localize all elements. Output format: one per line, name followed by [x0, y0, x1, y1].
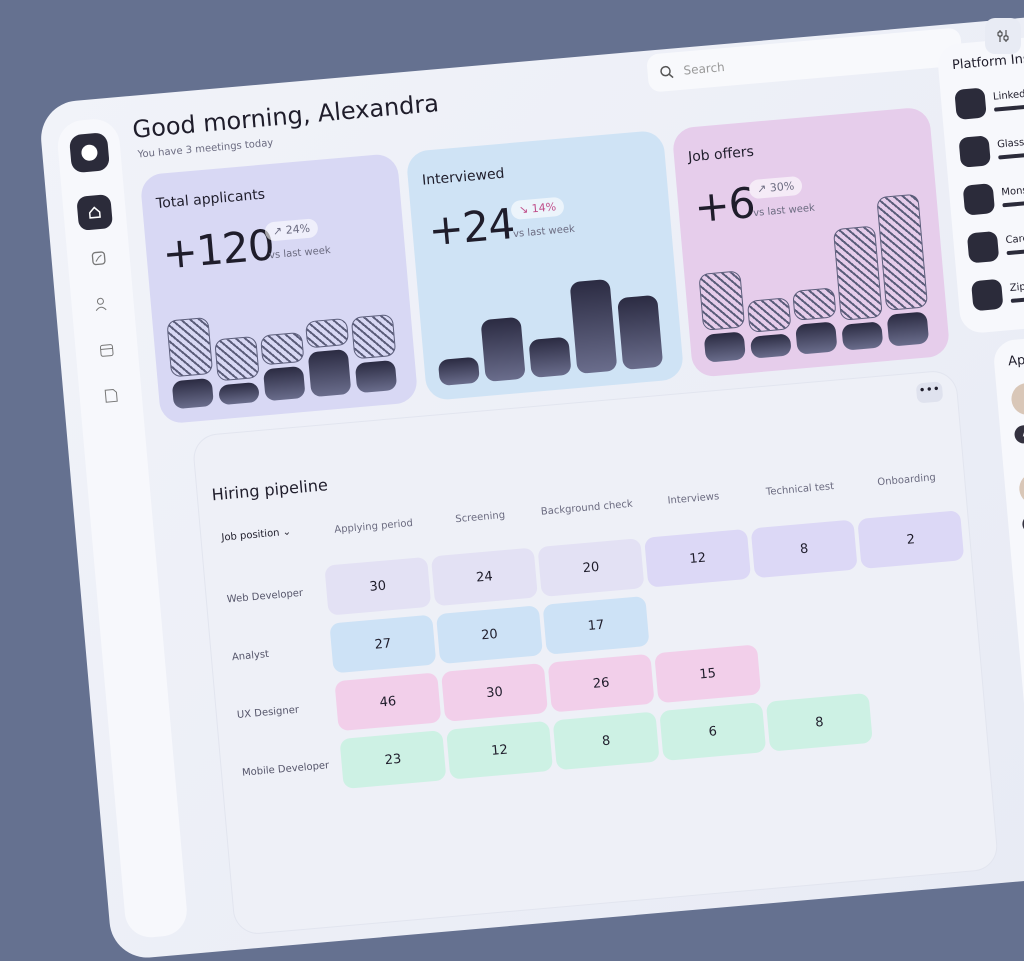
- card-change: ↗ 30%: [748, 175, 803, 200]
- platform-logo: [958, 135, 991, 168]
- platform-name: Careeb: [1005, 232, 1024, 247]
- card-title: Interviewed: [421, 165, 506, 189]
- change-text: 14%: [531, 200, 557, 216]
- card-title: Job offers: [687, 143, 755, 166]
- pipeline-title: Hiring pipeline: [210, 475, 329, 505]
- platform-info: LinkedIn: [992, 81, 1024, 112]
- row-label: Analyst: [231, 648, 270, 664]
- avatar: [1017, 471, 1024, 506]
- change-text: 24%: [285, 221, 311, 237]
- column-header: Interviews: [667, 491, 720, 507]
- pipeline-cell: 30: [441, 663, 549, 722]
- page: Good morning, Alexandra You have 3 meeti…: [38, 6, 1024, 961]
- platform-item: ZipRec: [971, 263, 1024, 312]
- column-header: Onboarding: [876, 472, 937, 489]
- pipeline-cell: 6: [659, 702, 767, 761]
- platform-name: Glassdoo: [996, 135, 1024, 151]
- pipeline-cell: 15: [654, 644, 762, 704]
- search-box[interactable]: Search: [646, 27, 964, 93]
- platform-logo: [954, 87, 987, 120]
- nav-stats[interactable]: [80, 240, 117, 277]
- row-label: Web Developer: [226, 587, 304, 606]
- pipeline-cell: 8: [750, 519, 858, 579]
- card-value: +24: [426, 199, 517, 256]
- search-placeholder: Search: [682, 60, 726, 78]
- sidebar: [55, 117, 189, 940]
- pipeline-cell: 23: [339, 730, 447, 789]
- settings-button[interactable]: [985, 18, 1021, 54]
- card-note: vs last week: [268, 245, 332, 262]
- pipeline-cell: 24: [430, 547, 538, 607]
- more-button[interactable]: •••: [915, 381, 944, 404]
- platform-logo: [962, 183, 996, 216]
- card-note: vs last week: [512, 223, 576, 241]
- card-change: ↘ 14%: [510, 196, 565, 221]
- nav-home[interactable]: [76, 194, 114, 231]
- card-value: +6: [692, 178, 757, 233]
- pipeline-cell: 2: [857, 510, 965, 569]
- pipeline-cell: 17: [542, 595, 650, 655]
- change-text: 30%: [769, 179, 795, 195]
- pipeline-cell: 30: [324, 556, 432, 616]
- filter-label: Job position: [221, 527, 280, 544]
- card: Interviewed +24 ↘ 14% vs last week: [405, 129, 685, 402]
- pipeline-cell: 20: [537, 538, 645, 597]
- pipeline-cell: 20: [435, 605, 543, 665]
- platform-name: ZipRec: [1009, 280, 1024, 294]
- pipeline-cell: 8: [765, 692, 873, 752]
- card-value: +120: [160, 220, 276, 279]
- nav-people[interactable]: [84, 286, 121, 323]
- column-header: Screening: [454, 509, 506, 526]
- platform-item: Careeb: [966, 215, 1024, 264]
- nav-notes[interactable]: [92, 377, 129, 414]
- platform-info: Glassdoo: [996, 129, 1024, 160]
- pipeline-cell: 46: [334, 672, 442, 732]
- platform-logo: [966, 230, 1000, 264]
- platform-name: Monster: [1000, 183, 1024, 199]
- platform-info: Careeb: [1005, 225, 1024, 256]
- platform-item: Glassdoo: [958, 120, 1024, 168]
- platform-info: Monster: [1000, 177, 1024, 208]
- applicants-panel: Applicants HubhubAnalystJojwUX DesigDeve…: [992, 324, 1024, 860]
- greeting: Good morning, Alexandra: [131, 89, 440, 144]
- row-label: Mobile Developer: [241, 760, 330, 779]
- platform-item: Monster: [962, 167, 1024, 216]
- filter-dropdown[interactable]: Job position ⌄: [221, 526, 292, 544]
- dashboard: Good morning, Alexandra You have 3 meeti…: [38, 6, 1024, 961]
- pipeline-cell: 12: [446, 720, 554, 780]
- platform-item: LinkedIn: [954, 72, 1024, 120]
- platform-name: LinkedIn: [992, 88, 1024, 103]
- nav-calendar[interactable]: [88, 332, 125, 369]
- applicant-tag: Analyst: [1013, 421, 1024, 445]
- platform-logo: [971, 278, 1004, 312]
- platform-info: ZipRec: [1009, 273, 1024, 303]
- card: Total applicants +120 ↗ 24% vs last week: [139, 152, 419, 425]
- card: Job offers +6 ↗ 30% vs last week: [671, 106, 951, 378]
- column-header: Technical test: [765, 481, 835, 499]
- pipeline-panel: ••• Hiring pipeline Job position ⌄ Apply…: [192, 370, 999, 935]
- pipeline-cell: 26: [547, 653, 655, 713]
- applicants-title: Applicants: [1007, 348, 1024, 370]
- card-title: Total applicants: [155, 186, 266, 213]
- pipeline-cell: 8: [552, 711, 660, 771]
- column-header: Applying period: [333, 517, 414, 536]
- row-label: UX Designer: [236, 704, 300, 721]
- pipeline-cell: 27: [329, 614, 437, 674]
- column-header: Background check: [540, 498, 634, 518]
- card-note: vs last week: [752, 202, 816, 220]
- pipeline-cell: 12: [644, 528, 752, 588]
- logo: [68, 132, 111, 174]
- platform-panel: Platform Insight LinkedIn Glassdoo Monster…: [936, 26, 1024, 335]
- avatar: [1010, 381, 1024, 417]
- card-change: ↗ 24%: [264, 218, 319, 242]
